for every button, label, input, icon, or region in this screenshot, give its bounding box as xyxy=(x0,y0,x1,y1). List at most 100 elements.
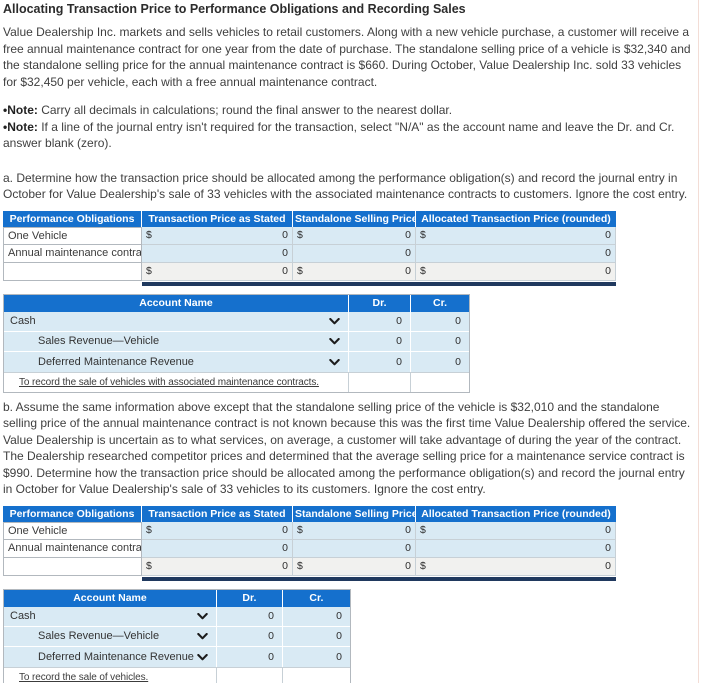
journal-row: Deferred Maintenance Revenue 0 0 xyxy=(4,351,469,372)
amount-input-cell[interactable]: 0 xyxy=(416,539,616,558)
amount-input-cell[interactable]: $0 xyxy=(142,521,293,540)
col-header-standalone-price: Standalone Selling Price xyxy=(293,210,416,227)
journal-table-a: Account Name Dr. Cr. Cash 0 0 Sales Reve… xyxy=(3,293,470,393)
journal-memo-row: To record the sale of vehicles. xyxy=(4,666,350,683)
amount-input-cell[interactable]: $0 xyxy=(293,226,416,245)
row-label: Annual maintenance contract xyxy=(3,539,142,558)
note-label: •Note: xyxy=(3,103,38,117)
credit-input-cell[interactable]: 0 xyxy=(411,351,469,372)
amount-input-cell[interactable]: $0 xyxy=(142,226,293,245)
total-cell: $0 xyxy=(142,262,293,281)
account-select[interactable]: Cash xyxy=(4,311,349,332)
chevron-down-icon xyxy=(197,612,208,620)
amount-input-cell[interactable]: 0 xyxy=(293,539,416,558)
col-header-performance-obligations: Performance Obligations xyxy=(3,210,142,227)
journal-header-row: Account Name Dr. Cr. xyxy=(4,589,350,607)
col-header-dr: Dr. xyxy=(216,589,283,607)
journal-memo: To record the sale of vehicles with asso… xyxy=(19,377,319,388)
page-title: Allocating Transaction Price to Performa… xyxy=(3,2,466,16)
empty-label-cell xyxy=(3,557,142,576)
total-cell: $0 xyxy=(142,557,293,576)
amount-input-cell[interactable]: $0 xyxy=(416,226,616,245)
journal-table-b: Account Name Dr. Cr. Cash 0 0 Sales Reve… xyxy=(3,588,351,683)
col-header-performance-obligations: Performance Obligations xyxy=(3,505,142,522)
allocation-header-row: Performance Obligations Transaction Pric… xyxy=(3,210,616,227)
memo-blank-cell xyxy=(216,666,283,683)
table-row: Annual maintenance contract 0 0 0 xyxy=(3,244,616,263)
part-a-prompt: a. Determine how the transaction price s… xyxy=(3,170,688,202)
allocation-header-row: Performance Obligations Transaction Pric… xyxy=(3,505,616,522)
col-header-account-name: Account Name xyxy=(4,294,349,312)
row-label: Annual maintenance contract xyxy=(3,244,142,263)
debit-input-cell[interactable]: 0 xyxy=(349,351,411,372)
note-line: •Note: Carry all decimals in calculation… xyxy=(3,102,696,119)
journal-memo-row: To record the sale of vehicles with asso… xyxy=(4,371,469,392)
amount-input-cell[interactable]: 0 xyxy=(416,244,616,263)
double-rule xyxy=(142,576,616,581)
note-text: If a line of the journal entry isn't req… xyxy=(3,119,675,151)
account-select[interactable]: Cash xyxy=(4,606,217,627)
memo-blank-cell xyxy=(349,371,411,392)
amount-input-cell[interactable]: 0 xyxy=(142,539,293,558)
table-row: One Vehicle $0 $0 $0 xyxy=(3,226,616,245)
credit-input-cell[interactable]: 0 xyxy=(411,311,469,332)
total-cell: $0 xyxy=(416,557,616,576)
page-right-edge xyxy=(698,0,699,683)
amount-input-cell[interactable]: 0 xyxy=(293,244,416,263)
table-row: One Vehicle $0 $0 $0 xyxy=(3,521,616,540)
col-header-account-name: Account Name xyxy=(4,589,217,607)
journal-row: Deferred Maintenance Revenue 0 0 xyxy=(4,646,350,667)
note-line: •Note: If a line of the journal entry is… xyxy=(3,119,696,152)
debit-input-cell[interactable]: 0 xyxy=(349,311,411,332)
total-row: $0 $0 $0 xyxy=(3,262,616,281)
note-label: •Note: xyxy=(3,119,38,134)
debit-input-cell[interactable]: 0 xyxy=(216,606,283,627)
total-cell: $0 xyxy=(416,262,616,281)
account-select[interactable]: Deferred Maintenance Revenue xyxy=(4,646,217,667)
account-select[interactable]: Sales Revenue—Vehicle xyxy=(4,626,217,647)
credit-input-cell[interactable]: 0 xyxy=(282,626,350,647)
row-label: One Vehicle xyxy=(3,521,142,540)
journal-row: Cash 0 0 xyxy=(4,311,469,332)
journal-memo: To record the sale of vehicles. xyxy=(19,672,149,683)
table-row: Annual maintenance contract 0 0 0 xyxy=(3,539,616,558)
allocation-table-b: Performance Obligations Transaction Pric… xyxy=(3,505,616,576)
chevron-down-icon xyxy=(197,653,208,661)
col-header-transaction-price: Transaction Price as Stated xyxy=(142,210,293,227)
journal-header-row: Account Name Dr. Cr. xyxy=(4,294,469,312)
memo-blank-cell xyxy=(411,371,469,392)
total-cell: $0 xyxy=(293,557,416,576)
row-label: One Vehicle xyxy=(3,226,142,245)
amount-input-cell[interactable]: 0 xyxy=(142,244,293,263)
col-header-cr: Cr. xyxy=(282,589,350,607)
note-text: Carry all decimals in calculations; roun… xyxy=(41,103,453,117)
account-select[interactable]: Deferred Maintenance Revenue xyxy=(4,351,349,372)
memo-blank-cell xyxy=(282,666,350,683)
col-header-allocated-price: Allocated Transaction Price (rounded) xyxy=(416,210,616,227)
credit-input-cell[interactable]: 0 xyxy=(282,606,350,627)
col-header-cr: Cr. xyxy=(411,294,469,312)
total-cell: $0 xyxy=(293,262,416,281)
double-rule xyxy=(142,281,616,286)
journal-row: Sales Revenue—Vehicle 0 0 xyxy=(4,626,350,647)
chevron-down-icon xyxy=(197,632,208,640)
debit-input-cell[interactable]: 0 xyxy=(216,646,283,667)
amount-input-cell[interactable]: $0 xyxy=(416,521,616,540)
account-select[interactable]: Sales Revenue—Vehicle xyxy=(4,331,349,352)
chevron-down-icon xyxy=(329,337,340,345)
credit-input-cell[interactable]: 0 xyxy=(282,646,350,667)
debit-input-cell[interactable]: 0 xyxy=(349,331,411,352)
amount-input-cell[interactable]: $0 xyxy=(293,521,416,540)
part-b-prompt: b. Assume the same information above exc… xyxy=(3,399,691,497)
journal-row: Cash 0 0 xyxy=(4,606,350,627)
credit-input-cell[interactable]: 0 xyxy=(411,331,469,352)
intro-paragraph: Value Dealership Inc. markets and sells … xyxy=(3,25,691,89)
col-header-transaction-price: Transaction Price as Stated xyxy=(142,505,293,522)
total-row: $0 $0 $0 xyxy=(3,557,616,576)
debit-input-cell[interactable]: 0 xyxy=(216,626,283,647)
notes-block: •Note: Carry all decimals in calculation… xyxy=(3,102,696,152)
chevron-down-icon xyxy=(329,358,340,366)
col-header-standalone-price: Standalone Selling Price xyxy=(293,505,416,522)
chevron-down-icon xyxy=(329,317,340,325)
